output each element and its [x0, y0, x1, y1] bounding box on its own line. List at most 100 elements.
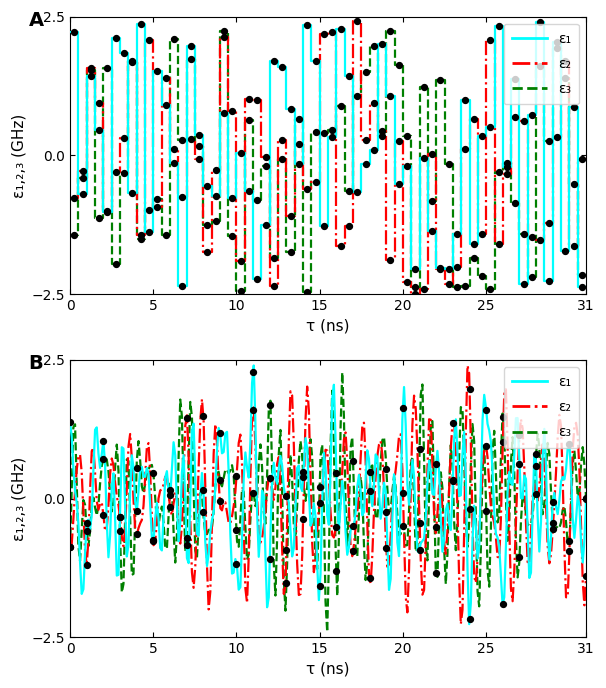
Point — [111, 166, 121, 178]
Point — [95, 213, 104, 224]
Point — [169, 143, 179, 154]
Point — [378, 125, 387, 136]
Point — [198, 410, 208, 421]
Point — [132, 528, 141, 539]
Point — [369, 145, 379, 156]
Point — [182, 533, 191, 544]
Point — [286, 211, 296, 222]
Point — [153, 193, 162, 204]
Point — [369, 41, 379, 52]
Point — [344, 185, 354, 196]
Point — [477, 271, 487, 282]
Point — [469, 252, 479, 264]
Point — [336, 23, 345, 34]
Point — [161, 230, 171, 241]
Point — [365, 486, 375, 497]
Point — [494, 21, 504, 32]
Point — [165, 501, 175, 512]
Point — [436, 75, 445, 86]
Point — [253, 94, 262, 105]
Point — [211, 190, 221, 201]
Point — [86, 62, 96, 73]
Point — [427, 195, 437, 206]
Point — [544, 217, 553, 228]
Point — [436, 263, 445, 274]
Point — [365, 467, 375, 478]
Point — [219, 108, 229, 119]
Point — [385, 255, 395, 266]
Point — [165, 484, 175, 495]
Point — [378, 131, 387, 142]
Point — [431, 458, 441, 469]
Point — [544, 136, 553, 147]
Point — [498, 599, 508, 610]
Point — [561, 246, 570, 257]
Point — [95, 125, 104, 136]
Point — [465, 614, 474, 625]
Point — [261, 160, 270, 171]
Point — [253, 273, 262, 284]
Point — [481, 506, 491, 517]
Point — [385, 90, 395, 101]
Point — [361, 67, 370, 78]
Point — [552, 131, 562, 142]
Point — [461, 143, 470, 154]
Point — [327, 27, 337, 38]
Point — [485, 121, 495, 132]
Point — [331, 467, 341, 478]
Point — [352, 90, 362, 101]
Point — [361, 158, 370, 169]
Point — [286, 103, 296, 114]
Point — [186, 54, 196, 65]
Point — [194, 154, 204, 165]
Point — [577, 269, 587, 280]
Point — [136, 230, 145, 241]
Point — [419, 152, 428, 163]
Point — [481, 440, 491, 451]
Point — [548, 518, 558, 529]
Point — [78, 189, 87, 200]
Point — [144, 35, 154, 46]
Point — [69, 229, 79, 240]
Point — [102, 207, 112, 218]
Point — [510, 111, 520, 122]
Point — [294, 114, 304, 125]
Point — [527, 232, 537, 243]
Point — [231, 559, 241, 570]
Point — [148, 535, 158, 546]
Point — [502, 162, 512, 173]
Point — [331, 566, 341, 577]
Point — [265, 554, 275, 565]
Point — [452, 262, 462, 273]
Point — [402, 160, 412, 171]
Point — [78, 166, 87, 177]
Point — [385, 25, 395, 36]
Point — [102, 205, 112, 216]
Point — [477, 229, 487, 240]
Point — [219, 26, 229, 37]
Point — [469, 113, 479, 124]
Point — [115, 511, 125, 522]
Point — [315, 581, 325, 592]
Point — [344, 71, 354, 82]
Point — [65, 541, 75, 552]
Point — [78, 173, 87, 184]
Point — [348, 546, 358, 557]
Point — [215, 495, 225, 506]
Point — [178, 192, 187, 203]
Point — [265, 399, 275, 410]
Point — [298, 467, 308, 478]
Point — [527, 110, 537, 121]
Point — [381, 542, 391, 553]
Point — [419, 283, 428, 294]
Point — [278, 135, 287, 146]
Point — [161, 73, 171, 84]
Point — [548, 524, 558, 535]
Point — [261, 151, 270, 162]
Point — [531, 460, 541, 471]
Point — [144, 204, 154, 215]
Point — [148, 468, 158, 479]
Point — [86, 71, 96, 82]
Point — [427, 225, 437, 236]
Point — [161, 100, 171, 111]
